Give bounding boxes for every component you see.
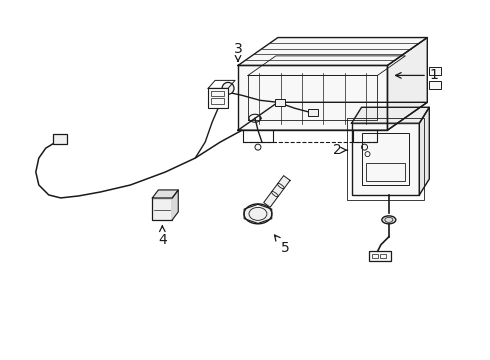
Bar — [152, 198, 172, 220]
Bar — [275, 99, 285, 106]
Polygon shape — [388, 37, 427, 130]
Bar — [53, 134, 67, 144]
Bar — [211, 98, 224, 104]
Bar — [211, 91, 224, 96]
Circle shape — [365, 152, 370, 157]
Ellipse shape — [382, 216, 396, 224]
Text: 5: 5 — [274, 235, 289, 255]
Polygon shape — [419, 107, 429, 195]
Bar — [429, 81, 441, 89]
Bar — [372, 254, 378, 258]
Circle shape — [362, 144, 368, 150]
Ellipse shape — [244, 204, 272, 224]
Polygon shape — [352, 107, 429, 123]
Bar — [352, 123, 419, 195]
FancyBboxPatch shape — [208, 88, 228, 108]
Text: 1: 1 — [395, 68, 439, 82]
Text: 4: 4 — [158, 226, 167, 247]
Polygon shape — [238, 66, 388, 130]
Bar — [369, 251, 391, 261]
Polygon shape — [238, 102, 427, 130]
Bar — [429, 67, 441, 75]
Bar — [380, 254, 386, 258]
Text: 2: 2 — [333, 143, 347, 157]
Polygon shape — [152, 190, 178, 198]
Text: 3: 3 — [234, 41, 243, 62]
Polygon shape — [238, 37, 427, 66]
Circle shape — [222, 82, 234, 94]
Bar — [366, 163, 405, 181]
Polygon shape — [172, 190, 178, 220]
Bar — [346, 118, 424, 200]
Bar — [362, 133, 409, 185]
Circle shape — [255, 144, 261, 150]
Bar — [308, 109, 318, 116]
Polygon shape — [264, 176, 290, 207]
